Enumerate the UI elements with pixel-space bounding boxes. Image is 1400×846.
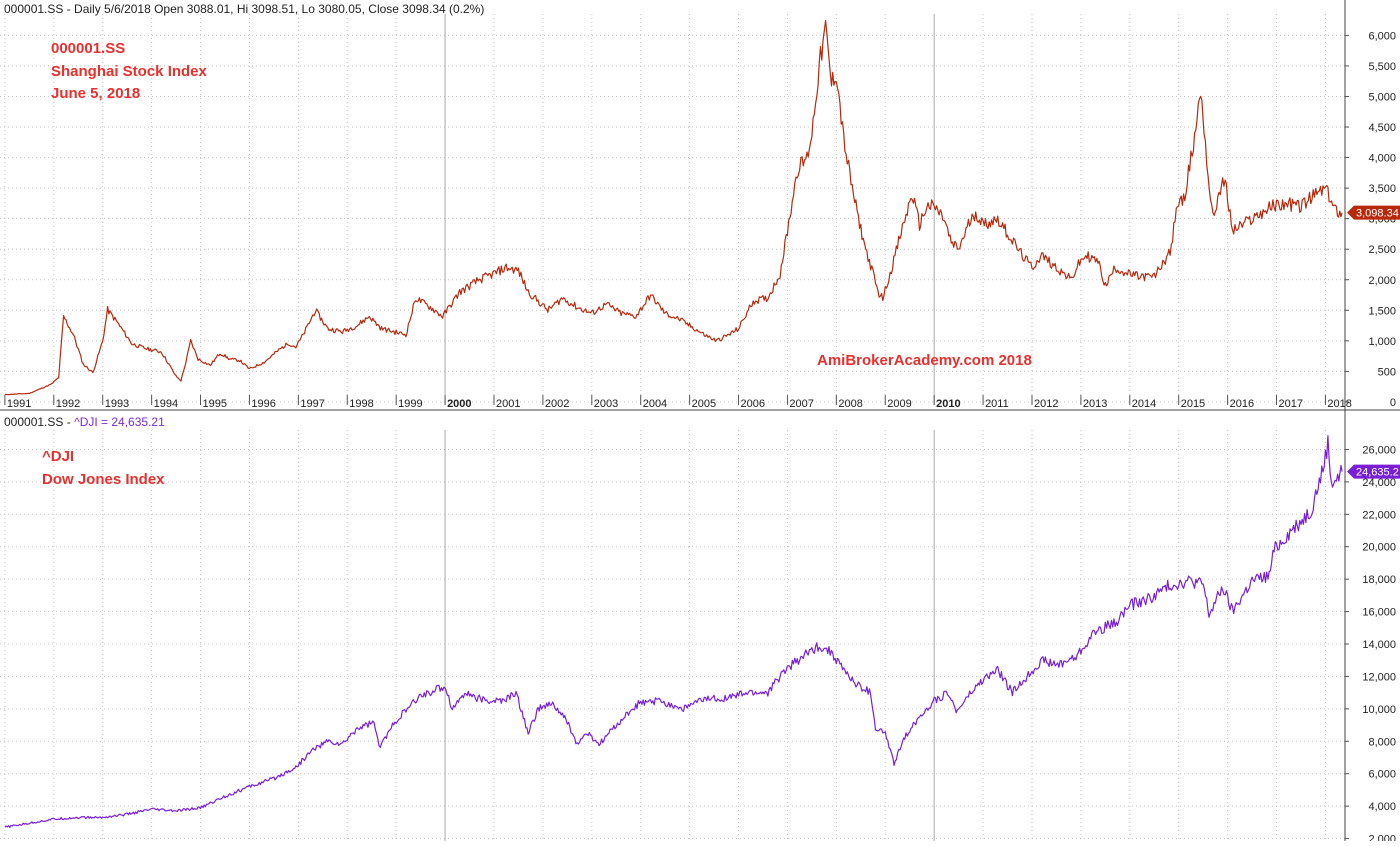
- top-pane-plot: [4, 19, 1343, 396]
- y-tick-label: 5,500: [1368, 61, 1396, 73]
- x-tick-label: 2012: [1034, 398, 1058, 410]
- top-pane-grid: [0, 14, 1345, 405]
- y-tick-label: 12,000: [1362, 671, 1396, 683]
- last-value-tag: [1347, 464, 1400, 479]
- y-tick-label: 14,000: [1362, 639, 1396, 651]
- series-line-shanghai: [4, 19, 1343, 396]
- x-tick-label: 2014: [1132, 398, 1156, 410]
- y-tick-label: 2,000: [1368, 834, 1396, 841]
- top-annotation: 000001.SS Shanghai Stock Index June 5, 2…: [51, 38, 207, 106]
- y-tick-label: 0: [1390, 397, 1396, 409]
- x-tick-label: 2011: [985, 398, 1009, 410]
- x-tick-label: 1996: [251, 398, 275, 410]
- x-tick-label: 2016: [1230, 398, 1254, 410]
- x-tick-label: 2003: [594, 398, 618, 410]
- y-tick-label: 4,000: [1368, 801, 1396, 813]
- x-tick-label: 1999: [398, 398, 422, 410]
- x-tick-label: 1994: [154, 398, 178, 410]
- x-tick-label: 1991: [7, 398, 31, 410]
- x-tick-label: 1992: [56, 398, 80, 410]
- x-tick-label: 2009: [887, 398, 911, 410]
- y-tick-label: 26,000: [1362, 444, 1396, 456]
- y-tick-label: 16,000: [1362, 607, 1396, 619]
- y-tick-label: 6,000: [1368, 769, 1396, 781]
- annotation-name: Shanghai Stock Index: [51, 62, 207, 80]
- annotation-symbol: 000001.SS: [51, 40, 126, 57]
- y-tick-label: 5,000: [1368, 91, 1396, 103]
- x-tick-label: 2006: [741, 398, 765, 410]
- y-tick-label: 6,000: [1368, 30, 1396, 42]
- bottom-annotation: ^DJI Dow Jones Index: [42, 446, 165, 491]
- y-tick-label: 10,000: [1362, 704, 1396, 716]
- annotation-symbol: ^DJI: [42, 448, 75, 465]
- y-tick-label: 20,000: [1362, 542, 1396, 554]
- x-tick-label: 2015: [1181, 398, 1205, 410]
- last-value-label: 3,098.34: [1356, 208, 1399, 220]
- x-tick-label: 1997: [300, 398, 324, 410]
- annotation-date: June 5, 2018: [51, 85, 141, 102]
- pane2-header: 000001.SS - ^DJI = 24,635.21: [4, 415, 165, 429]
- y-tick-label: 18,000: [1362, 574, 1396, 586]
- x-tick-label: 2017: [1279, 398, 1303, 410]
- y-tick-label: 8,000: [1368, 736, 1396, 748]
- x-tick-label: 2010: [936, 398, 960, 410]
- bottom-pane-grid: [0, 430, 1345, 841]
- y-tick-label: 2,000: [1368, 275, 1396, 287]
- x-tick-label: 2007: [789, 398, 813, 410]
- annotation-name: Dow Jones Index: [42, 470, 165, 488]
- y-tick-label: 3,500: [1368, 183, 1396, 195]
- y-tick-label: 1,500: [1368, 305, 1396, 317]
- pane1-header: 000001.SS - Daily 5/6/2018 Open 3088.01,…: [4, 2, 485, 16]
- series-line-dow: [4, 435, 1343, 828]
- watermark: AmiBrokerAcademy.com 2018: [817, 352, 1032, 369]
- x-tick-label: 2008: [838, 398, 862, 410]
- x-tick-label: 2002: [545, 398, 569, 410]
- y-tick-label: 1,000: [1368, 336, 1396, 348]
- x-tick-label: 2004: [643, 398, 667, 410]
- x-tick-label: 2000: [447, 398, 471, 410]
- x-tick-label: 1995: [203, 398, 227, 410]
- y-tick-label: 500: [1378, 366, 1396, 378]
- last-value-label: 24,635.2: [1356, 467, 1399, 479]
- x-tick-label: 1993: [105, 398, 129, 410]
- y-tick-label: 4,500: [1368, 122, 1396, 134]
- last-value-tag: [1347, 205, 1400, 220]
- bottom-pane-plot: [4, 435, 1343, 828]
- x-tick-label: 2018: [1327, 398, 1351, 410]
- y-tick-label: 2,500: [1368, 244, 1396, 256]
- pane2-header-prefix: 000001.SS -: [4, 415, 75, 429]
- x-tick-label: 2001: [496, 398, 520, 410]
- y-tick-label: 22,000: [1362, 509, 1396, 521]
- y-tick-label: 24,000: [1362, 477, 1396, 489]
- pane2-header-symbol: ^DJI = 24,635.21: [74, 415, 165, 429]
- x-tick-label: 2013: [1083, 398, 1107, 410]
- x-tick-label: 2005: [692, 398, 716, 410]
- x-tick-label: 1998: [349, 398, 373, 410]
- y-tick-label: 4,000: [1368, 153, 1396, 165]
